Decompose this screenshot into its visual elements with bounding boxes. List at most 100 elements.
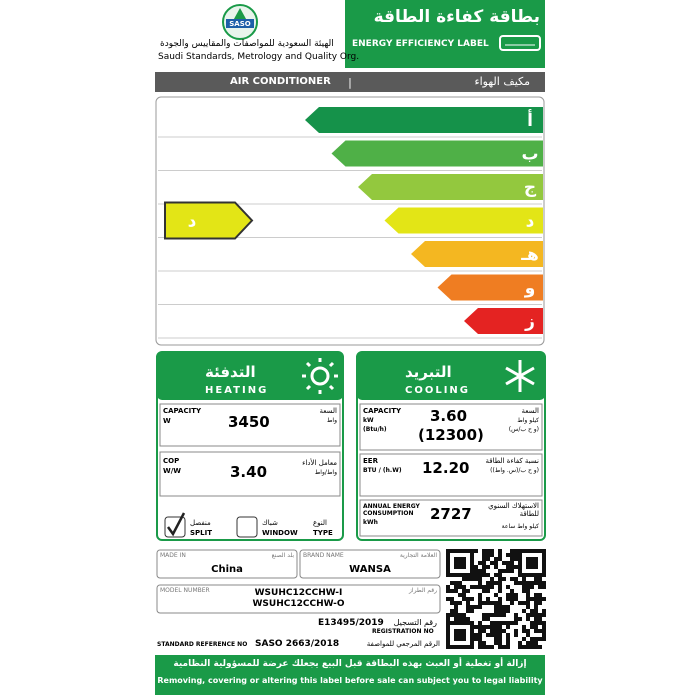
qr-cell [498,577,502,581]
field-label: MADE IN [160,552,186,559]
qr-cell [486,553,490,557]
footer-band [155,655,545,695]
qr-cell [502,609,506,613]
qr-cell [506,637,510,641]
unit: W/W [163,467,181,475]
qr-cell [462,593,466,597]
qr-cell [498,569,502,573]
qr-cell [458,637,462,641]
qr-cell [490,625,494,629]
qr-cell [470,629,474,633]
qr-cell [446,633,450,637]
qr-cell [534,605,538,609]
qr-cell [458,601,462,605]
qr-cell [530,565,534,569]
qr-cell [506,621,510,625]
qr-cell [454,613,458,617]
qr-cell [526,597,530,601]
qr-cell [462,621,466,625]
grade-arrow [305,107,543,133]
qr-cell [518,581,522,585]
product-ar: مكيف الهواء [474,75,530,88]
standard-value: SASO 2663/2018 [255,639,340,649]
qr-cell [530,625,534,629]
field-label: MODEL NUMBER [160,587,210,594]
type-en: TYPE [313,529,333,537]
qr-cell [514,557,518,561]
qr-cell [474,585,478,589]
qr-cell [474,549,478,553]
qr-cell [510,565,514,569]
qr-cell [498,609,502,613]
qr-cell [462,561,466,565]
qr-cell [482,569,486,573]
type-ar: النوع [313,519,327,527]
qr-cell [542,629,546,633]
qr-cell [538,577,542,581]
qr-cell [498,585,502,589]
qr-cell [454,609,458,613]
unit: kWh [363,519,378,526]
qr-cell [458,633,462,637]
unit-ar: كيلو واط [517,417,539,424]
grade-arrow [411,241,543,267]
qr-cell [462,613,466,617]
qr-cell [478,593,482,597]
qr-cell [482,561,486,565]
qr-cell [522,589,526,593]
qr-cell [462,585,466,589]
qr-cell [498,597,502,601]
qr-cell [458,617,462,621]
qr-cell [462,637,466,641]
qr-cell [478,629,482,633]
qr-cell [522,581,526,585]
qr-cell [542,557,546,561]
qr-cell [454,633,458,637]
qr-cell [450,621,454,625]
qr-cell [510,577,514,581]
qr-cell [486,625,490,629]
cooling-title-ar: التبريد [405,363,452,381]
qr-cell [498,605,502,609]
qr-cell [522,573,526,577]
qr-cell [534,609,538,613]
qr-cell [542,597,546,601]
qr-cell [478,569,482,573]
grade-letter: ج [524,178,537,198]
qr-cell [534,601,538,605]
qr-cell [446,625,450,629]
qr-cell [458,581,462,585]
field-value: WANSA [349,564,391,575]
qr-cell [458,613,462,617]
sun-rays [302,358,338,394]
qr-cell [538,645,542,649]
qr-cell [462,549,466,553]
qr-cell [466,605,470,609]
qr-cell [514,629,518,633]
qr-cell [522,645,526,649]
qr-cell [538,629,542,633]
qr-cell [526,629,530,633]
registration-value: E13495/2019 [318,618,384,628]
unit-ar: (و ح ب/س) [508,426,539,433]
qr-cell [470,561,474,565]
product-bar [155,72,545,92]
qr-cell [490,601,494,605]
qr-cell [526,589,530,593]
unit: kW [363,417,374,424]
label: ANNUAL ENERGY CONSUMPTION [363,503,420,517]
qr-cell [530,641,534,645]
field-value: WSUHC12CCHW-O [252,599,345,609]
qr-cell [498,633,502,637]
field-label-ar: العلامة التجارية [399,552,437,559]
qr-cell [446,641,450,645]
qr-cell [454,549,458,553]
value: 2727 [430,505,472,523]
qr-cell [514,549,518,553]
qr-cell [538,621,542,625]
heating-title-en: HEATING [205,385,269,396]
qr-cell [466,645,470,649]
qr-cell [466,601,470,605]
qr-cell [482,613,486,617]
